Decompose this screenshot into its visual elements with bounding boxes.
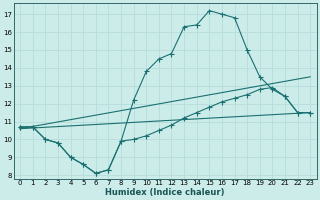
X-axis label: Humidex (Indice chaleur): Humidex (Indice chaleur) (106, 188, 225, 197)
